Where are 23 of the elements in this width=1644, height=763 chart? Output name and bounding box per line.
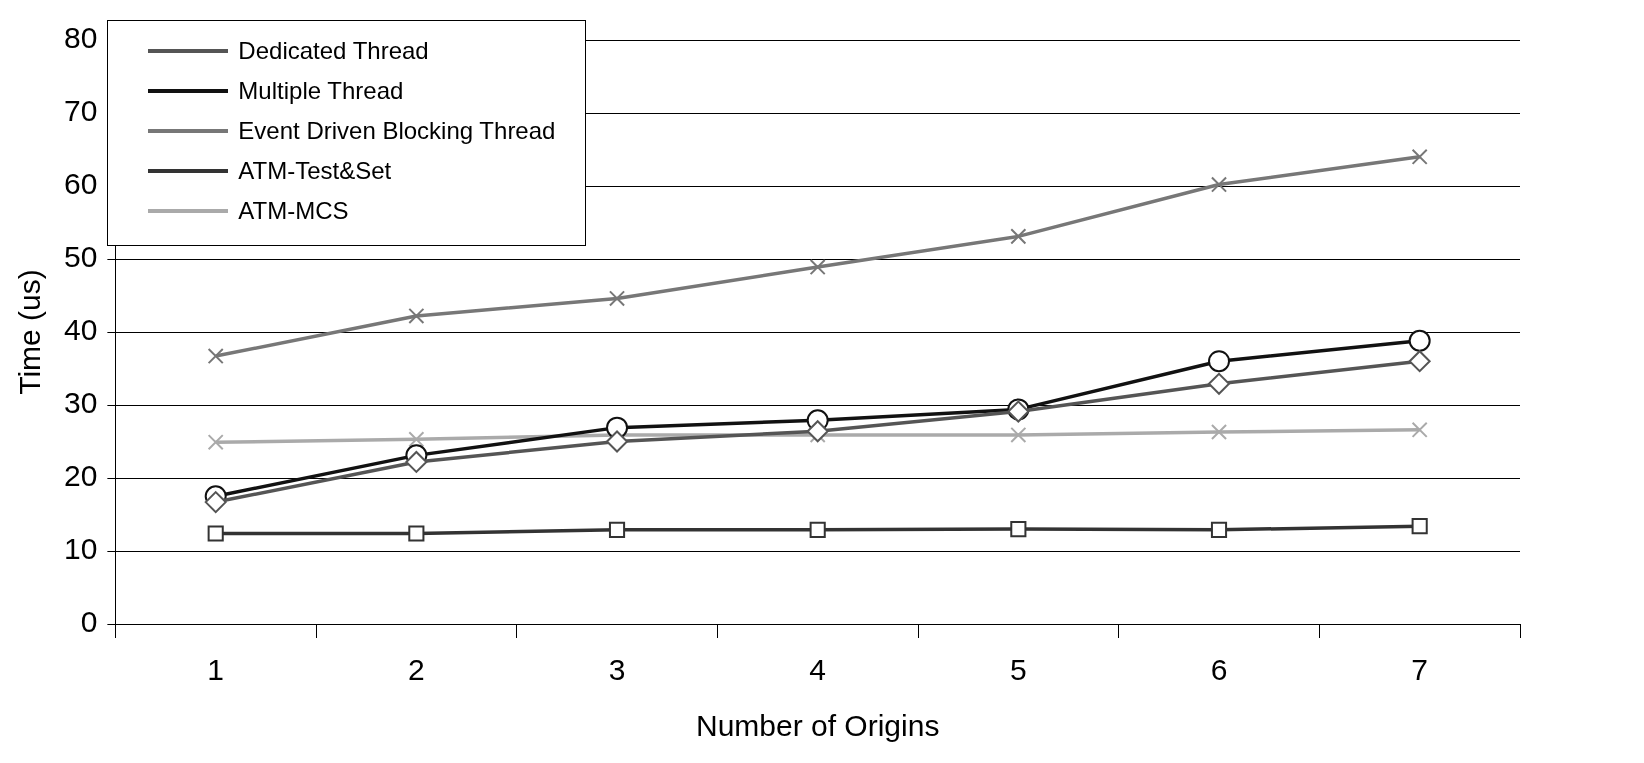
legend-label: Multiple Thread — [238, 77, 404, 105]
y-tick-label: 0 — [80, 605, 98, 639]
x-tick-label: 3 — [608, 653, 626, 687]
x-axis-title: Number of Origins — [695, 709, 940, 743]
x-tick-label: 7 — [1411, 653, 1429, 687]
legend-label: Dedicated Thread — [238, 37, 429, 65]
x-tick-label: 5 — [1010, 653, 1027, 687]
x-tick-label: 1 — [207, 653, 225, 687]
y-tick-label: 60 — [63, 167, 98, 201]
x-tick-label: 2 — [408, 653, 425, 687]
x-tick-label: 6 — [1210, 653, 1228, 687]
legend-label: ATM-Test&Set — [238, 157, 392, 185]
legend-label: ATM-MCS — [238, 197, 349, 225]
y-tick-label: 10 — [63, 532, 98, 566]
y-tick-label: 20 — [63, 459, 98, 493]
y-tick-label: 80 — [63, 21, 98, 55]
y-tick-label: 40 — [63, 313, 98, 347]
y-tick-label: 30 — [63, 386, 98, 420]
y-tick-label: 70 — [63, 94, 98, 128]
x-tick-label: 4 — [809, 653, 827, 687]
legend-label: Event Driven Blocking Thread — [238, 117, 556, 145]
y-axis-title: Time (us) — [13, 269, 47, 395]
y-tick-label: 50 — [63, 240, 98, 274]
